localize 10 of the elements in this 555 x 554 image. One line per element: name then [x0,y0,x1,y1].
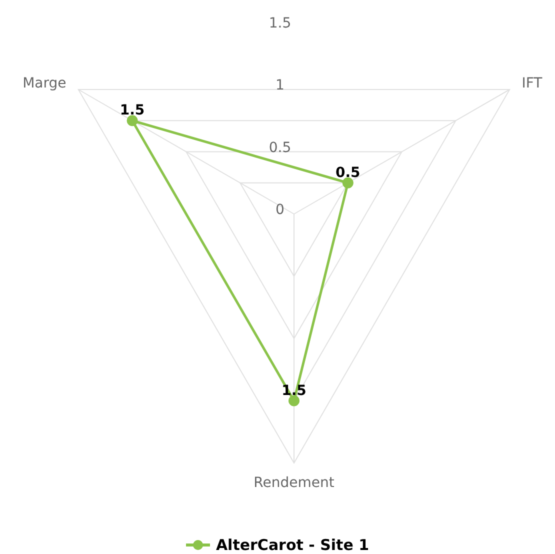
spoke-label: IFT [522,75,543,92]
y-tick-label: 0.5 [268,140,292,156]
data-label: 0.5 [336,164,360,181]
spoke-label: Marge [22,75,66,92]
legend-label: AlterCarot - Site 1 [216,536,370,554]
y-tick-label: 1.5 [268,15,292,32]
data-label: 1.5 [120,102,145,119]
y-tick-label: 1 [276,78,284,94]
y-tick-label: 0 [276,202,284,218]
spoke-label: Rendement [254,474,335,491]
